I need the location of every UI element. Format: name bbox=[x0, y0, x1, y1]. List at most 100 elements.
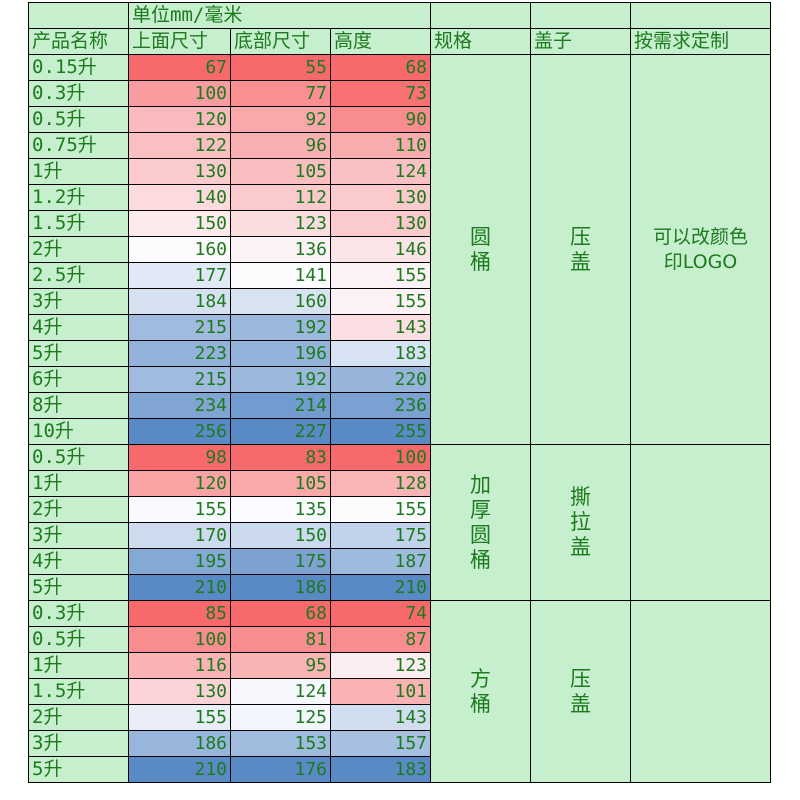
height-cell[interactable]: 124 bbox=[330, 158, 431, 185]
product-name-cell[interactable]: 5升 bbox=[28, 574, 129, 601]
bottom-size-cell[interactable]: 176 bbox=[230, 756, 331, 783]
bottom-size-cell[interactable]: 92 bbox=[230, 106, 331, 133]
top-size-cell[interactable]: 140 bbox=[128, 184, 231, 211]
product-name-cell[interactable]: 0.3升 bbox=[28, 600, 129, 627]
product-name-cell[interactable]: 2.5升 bbox=[28, 262, 129, 289]
top-size-cell[interactable]: 122 bbox=[128, 132, 231, 159]
top-size-cell[interactable]: 155 bbox=[128, 704, 231, 731]
spec-cell[interactable]: 圆桶 bbox=[430, 54, 531, 445]
height-cell[interactable]: 101 bbox=[330, 678, 431, 705]
height-cell[interactable]: 236 bbox=[330, 392, 431, 419]
bottom-size-cell[interactable]: 77 bbox=[230, 80, 331, 107]
top-size-cell[interactable]: 256 bbox=[128, 418, 231, 445]
bottom-size-cell[interactable]: 112 bbox=[230, 184, 331, 211]
top-size-cell[interactable]: 100 bbox=[128, 626, 231, 653]
top-size-cell[interactable]: 177 bbox=[128, 262, 231, 289]
product-name-cell[interactable]: 4升 bbox=[28, 548, 129, 575]
top-size-cell[interactable]: 120 bbox=[128, 470, 231, 497]
top-size-cell[interactable]: 120 bbox=[128, 106, 231, 133]
height-cell[interactable]: 73 bbox=[330, 80, 431, 107]
height-cell[interactable]: 123 bbox=[330, 652, 431, 679]
height-cell[interactable]: 146 bbox=[330, 236, 431, 263]
top-size-cell[interactable]: 210 bbox=[128, 756, 231, 783]
top-size-cell[interactable]: 98 bbox=[128, 444, 231, 471]
spec-cell[interactable]: 方桶 bbox=[430, 600, 531, 783]
top-size-cell[interactable]: 85 bbox=[128, 600, 231, 627]
bottom-size-cell[interactable]: 124 bbox=[230, 678, 331, 705]
top-size-cell[interactable]: 186 bbox=[128, 730, 231, 757]
top-size-cell[interactable]: 215 bbox=[128, 366, 231, 393]
product-name-cell[interactable]: 3升 bbox=[28, 288, 129, 315]
col-header-spec[interactable]: 规格 bbox=[430, 28, 531, 55]
height-cell[interactable]: 220 bbox=[330, 366, 431, 393]
height-cell[interactable]: 130 bbox=[330, 184, 431, 211]
bottom-size-cell[interactable]: 196 bbox=[230, 340, 331, 367]
top-size-cell[interactable]: 210 bbox=[128, 574, 231, 601]
bottom-size-cell[interactable]: 192 bbox=[230, 366, 331, 393]
bottom-size-cell[interactable]: 125 bbox=[230, 704, 331, 731]
height-cell[interactable]: 110 bbox=[330, 132, 431, 159]
height-cell[interactable]: 157 bbox=[330, 730, 431, 757]
product-name-cell[interactable]: 1升 bbox=[28, 652, 129, 679]
product-name-cell[interactable]: 1.2升 bbox=[28, 184, 129, 211]
bottom-size-cell[interactable]: 105 bbox=[230, 470, 331, 497]
product-name-cell[interactable]: 0.75升 bbox=[28, 132, 129, 159]
bottom-size-cell[interactable]: 68 bbox=[230, 600, 331, 627]
lid-cell[interactable]: 压盖 bbox=[530, 54, 631, 445]
product-name-cell[interactable]: 4升 bbox=[28, 314, 129, 341]
top-size-cell[interactable]: 130 bbox=[128, 158, 231, 185]
bottom-size-cell[interactable]: 95 bbox=[230, 652, 331, 679]
unit-label-cell[interactable]: 单位mm/毫米 bbox=[128, 2, 431, 29]
bottom-size-cell[interactable]: 214 bbox=[230, 392, 331, 419]
height-cell[interactable]: 175 bbox=[330, 522, 431, 549]
top-size-cell[interactable]: 150 bbox=[128, 210, 231, 237]
height-cell[interactable]: 68 bbox=[330, 54, 431, 81]
bottom-size-cell[interactable]: 136 bbox=[230, 236, 331, 263]
col-header-top-size[interactable]: 上面尺寸 bbox=[128, 28, 231, 55]
top-size-cell[interactable]: 67 bbox=[128, 54, 231, 81]
product-name-cell[interactable]: 2升 bbox=[28, 496, 129, 523]
product-name-cell[interactable]: 0.3升 bbox=[28, 80, 129, 107]
product-name-cell[interactable]: 2升 bbox=[28, 704, 129, 731]
product-name-cell[interactable]: 0.5升 bbox=[28, 444, 129, 471]
height-cell[interactable]: 183 bbox=[330, 340, 431, 367]
top-size-cell[interactable]: 234 bbox=[128, 392, 231, 419]
bottom-size-cell[interactable]: 153 bbox=[230, 730, 331, 757]
product-name-cell[interactable]: 2升 bbox=[28, 236, 129, 263]
col-header-product-name[interactable]: 产品名称 bbox=[28, 28, 129, 55]
top-size-cell[interactable]: 184 bbox=[128, 288, 231, 315]
product-name-cell[interactable]: 0.5升 bbox=[28, 106, 129, 133]
bottom-size-cell[interactable]: 192 bbox=[230, 314, 331, 341]
product-name-cell[interactable]: 5升 bbox=[28, 340, 129, 367]
empty-header-cell[interactable] bbox=[530, 2, 631, 29]
product-name-cell[interactable]: 8升 bbox=[28, 392, 129, 419]
height-cell[interactable]: 100 bbox=[330, 444, 431, 471]
product-name-cell[interactable]: 1.5升 bbox=[28, 678, 129, 705]
top-size-cell[interactable]: 155 bbox=[128, 496, 231, 523]
col-header-height[interactable]: 高度 bbox=[330, 28, 431, 55]
bottom-size-cell[interactable]: 83 bbox=[230, 444, 331, 471]
height-cell[interactable]: 187 bbox=[330, 548, 431, 575]
empty-header-cell[interactable] bbox=[630, 2, 771, 29]
custom-cell[interactable]: 可以改颜色 印LOGO bbox=[630, 54, 771, 445]
product-name-cell[interactable]: 1.5升 bbox=[28, 210, 129, 237]
height-cell[interactable]: 130 bbox=[330, 210, 431, 237]
bottom-size-cell[interactable]: 123 bbox=[230, 210, 331, 237]
bottom-size-cell[interactable]: 227 bbox=[230, 418, 331, 445]
bottom-size-cell[interactable]: 55 bbox=[230, 54, 331, 81]
product-name-cell[interactable]: 0.5升 bbox=[28, 626, 129, 653]
height-cell[interactable]: 155 bbox=[330, 288, 431, 315]
col-header-bottom-size[interactable]: 底部尺寸 bbox=[230, 28, 331, 55]
col-header-custom[interactable]: 按需求定制 bbox=[630, 28, 771, 55]
product-name-cell[interactable]: 1升 bbox=[28, 158, 129, 185]
height-cell[interactable]: 143 bbox=[330, 704, 431, 731]
top-size-cell[interactable]: 116 bbox=[128, 652, 231, 679]
top-size-cell[interactable]: 170 bbox=[128, 522, 231, 549]
bottom-size-cell[interactable]: 160 bbox=[230, 288, 331, 315]
product-name-cell[interactable]: 10升 bbox=[28, 418, 129, 445]
lid-cell[interactable]: 压盖 bbox=[530, 600, 631, 783]
empty-header-cell[interactable] bbox=[28, 2, 129, 29]
custom-cell[interactable] bbox=[630, 600, 771, 783]
bottom-size-cell[interactable]: 135 bbox=[230, 496, 331, 523]
product-name-cell[interactable]: 3升 bbox=[28, 730, 129, 757]
